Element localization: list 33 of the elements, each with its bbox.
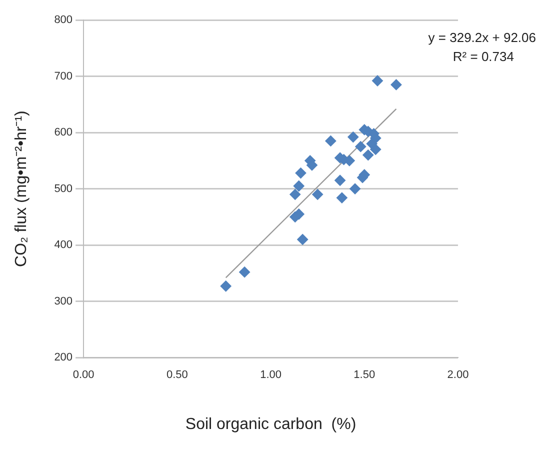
x-tick-label: 0.00 (72, 369, 94, 382)
point (362, 150, 374, 161)
y-tick-label: 800 (54, 14, 73, 26)
point (350, 183, 361, 194)
y-tick-label: 500 (54, 182, 73, 195)
y-tick-label: 600 (54, 126, 73, 139)
point (372, 75, 383, 86)
point (312, 188, 324, 200)
point (334, 174, 346, 186)
y-tick-label: 200 (54, 352, 73, 364)
x-tick-label: 1.00 (260, 369, 282, 382)
annotation: y = 329.2x + 92.06 (428, 30, 536, 45)
y-tick-label: 700 (54, 70, 73, 82)
y-tick-label: 300 (54, 295, 73, 308)
point (239, 266, 250, 278)
point (220, 280, 232, 292)
point (370, 144, 382, 155)
point (390, 79, 402, 90)
x-tick-label: 1.50 (354, 369, 376, 382)
point (336, 192, 348, 204)
point (295, 168, 306, 179)
point (348, 132, 359, 143)
x-axis-title: Soil organic carbon (%) (185, 416, 356, 433)
point (355, 141, 366, 152)
y-axis-title: CO₂ flux (mg•m⁻²•hr⁻¹) (13, 110, 30, 267)
annotation: R² = 0.734 (452, 49, 514, 64)
point (293, 180, 304, 192)
point (297, 234, 308, 245)
point (290, 188, 301, 200)
point (325, 135, 336, 146)
x-tick-label: 2.00 (447, 369, 469, 382)
x-tick-label: 0.50 (166, 369, 188, 382)
y-tick-label: 400 (54, 239, 73, 252)
